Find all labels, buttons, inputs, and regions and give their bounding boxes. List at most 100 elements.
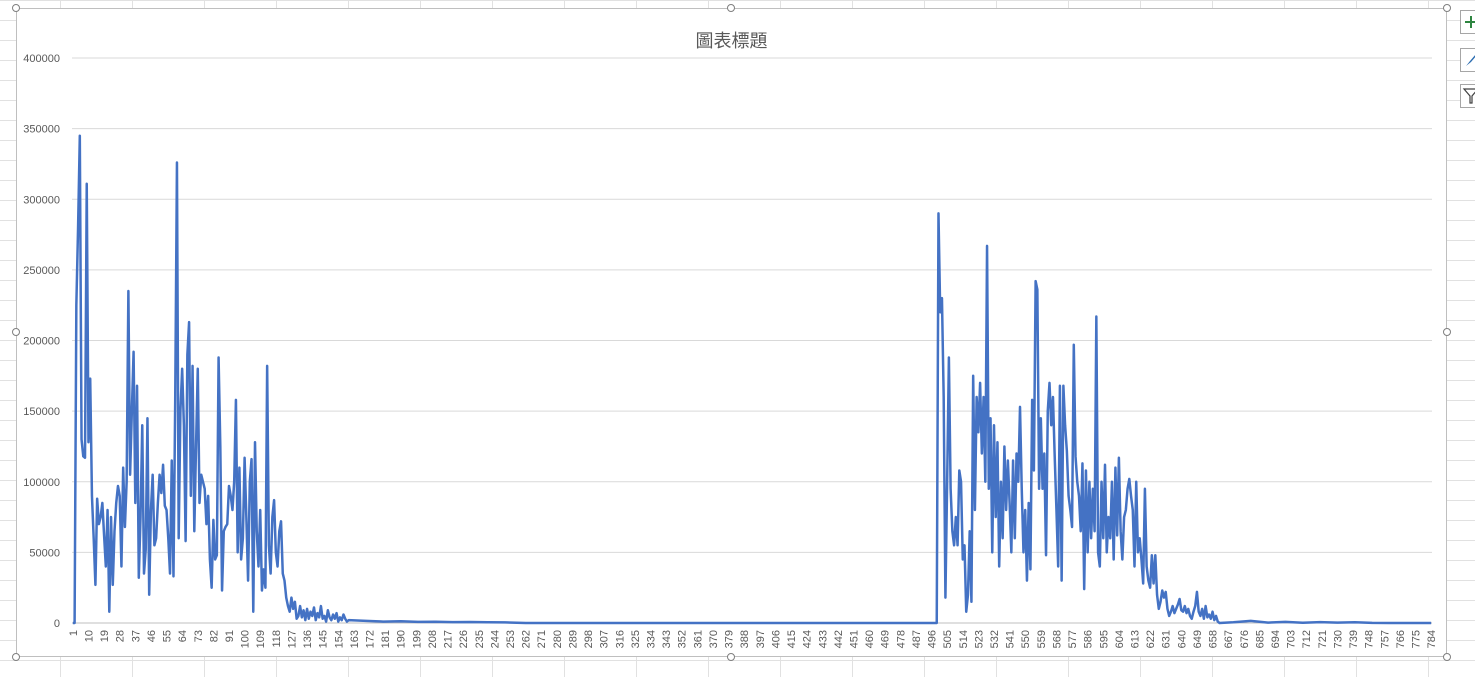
x-tick-label: 577 — [1067, 630, 1079, 648]
resize-handle-middle-right[interactable] — [1443, 328, 1451, 336]
resize-handle-bottom-left[interactable] — [12, 653, 20, 661]
resize-handle-bottom-right[interactable] — [1443, 653, 1451, 661]
x-tick-label: 82 — [208, 630, 220, 642]
x-tick-label: 46 — [146, 630, 158, 642]
x-tick-label: 622 — [1145, 630, 1157, 648]
x-tick-label: 406 — [770, 630, 782, 648]
x-tick-label: 334 — [646, 630, 658, 648]
x-tick-label: 766 — [1395, 630, 1407, 648]
chart-elements-button[interactable] — [1460, 10, 1475, 34]
x-tick-label: 514 — [958, 630, 970, 648]
x-tick-label: 559 — [1036, 630, 1048, 648]
resize-handle-top-center[interactable] — [727, 4, 735, 12]
x-tick-label: 37 — [130, 630, 142, 642]
x-tick-label: 685 — [1254, 630, 1266, 648]
x-tick-label: 136 — [302, 630, 314, 648]
x-tick-label: 397 — [755, 630, 767, 648]
x-tick-label: 190 — [396, 630, 408, 648]
resize-handle-top-left[interactable] — [12, 4, 20, 12]
x-tick-label: 352 — [677, 630, 689, 648]
x-tick-label: 217 — [443, 630, 455, 648]
x-tick-label: 271 — [536, 630, 548, 648]
x-tick-label: 298 — [583, 630, 595, 648]
x-tick-label: 73 — [193, 630, 205, 642]
x-tick-label: 154 — [333, 630, 345, 648]
x-tick-label: 91 — [224, 630, 236, 642]
x-tick-label: 343 — [661, 630, 673, 648]
x-tick-label: 379 — [724, 630, 736, 648]
x-tick-label: 253 — [505, 630, 517, 648]
x-tick-label: 145 — [318, 630, 330, 648]
y-tick-label: 400000 — [23, 53, 60, 65]
x-tick-label: 586 — [1083, 630, 1095, 648]
x-tick-label: 667 — [1223, 630, 1235, 648]
x-tick-label: 748 — [1364, 630, 1376, 648]
chart-filters-icon — [1462, 88, 1475, 104]
x-tick-label: 721 — [1317, 630, 1329, 648]
x-tick-label: 739 — [1348, 630, 1360, 648]
x-tick-label: 199 — [411, 630, 423, 648]
x-tick-label: 550 — [1020, 630, 1032, 648]
x-tick-label: 424 — [802, 630, 814, 648]
x-tick-label: 640 — [1176, 630, 1188, 648]
y-tick-label: 250000 — [23, 265, 60, 277]
x-tick-label: 496 — [927, 630, 939, 648]
x-tick-label: 289 — [567, 630, 579, 648]
series-line[interactable] — [72, 134, 1432, 625]
y-tick-label: 50000 — [29, 547, 60, 559]
chart-elements-icon — [1465, 16, 1475, 28]
x-tick-label: 703 — [1286, 630, 1298, 648]
x-tick-label: 442 — [833, 630, 845, 648]
y-tick-label: 150000 — [23, 406, 60, 418]
x-tick-label: 523 — [973, 630, 985, 648]
x-tick-label: 775 — [1411, 630, 1423, 648]
resize-handle-top-right[interactable] — [1443, 4, 1451, 12]
x-tick-label: 388 — [739, 630, 751, 648]
x-tick-label: 757 — [1379, 630, 1391, 648]
x-tick-label: 451 — [848, 630, 860, 648]
x-tick-label: 361 — [692, 630, 704, 648]
x-tick-label: 469 — [880, 630, 892, 648]
y-tick-label: 200000 — [23, 336, 60, 348]
chart-title[interactable]: 圖表標題 — [695, 31, 768, 52]
x-tick-label: 649 — [1192, 630, 1204, 648]
x-tick-label: 694 — [1270, 630, 1282, 648]
x-tick-label: 19 — [99, 630, 111, 642]
x-tick-label: 109 — [255, 630, 267, 648]
x-tick-label: 415 — [786, 630, 798, 648]
x-tick-label: 163 — [349, 630, 361, 648]
resize-handle-middle-left[interactable] — [12, 328, 20, 336]
y-tick-label: 300000 — [23, 194, 60, 206]
x-tick-label: 208 — [427, 630, 439, 648]
x-tick-label: 325 — [630, 630, 642, 648]
x-tick-label: 478 — [895, 630, 907, 648]
x-tick-label: 613 — [1130, 630, 1142, 648]
x-tick-label: 532 — [989, 630, 1001, 648]
x-tick-label: 460 — [864, 630, 876, 648]
x-tick-label: 730 — [1332, 630, 1344, 648]
resize-handle-bottom-center[interactable] — [727, 653, 735, 661]
x-tick-label: 55 — [162, 630, 174, 642]
x-tick-label: 244 — [489, 630, 501, 648]
x-tick-label: 181 — [380, 630, 392, 648]
x-tick-label: 712 — [1301, 630, 1313, 648]
chart-styles-icon — [1466, 55, 1475, 66]
x-tick-label: 316 — [614, 630, 626, 648]
chart-styles-button[interactable] — [1460, 48, 1475, 72]
x-tick-label: 127 — [286, 630, 298, 648]
x-tick-label: 784 — [1426, 630, 1438, 648]
x-tick-label: 64 — [177, 630, 189, 642]
x-tick-label: 226 — [458, 630, 470, 648]
x-tick-label: 487 — [911, 630, 923, 648]
x-tick-label: 10 — [83, 630, 95, 642]
x-tick-label: 262 — [521, 630, 533, 648]
x-tick-label: 541 — [1005, 630, 1017, 648]
x-tick-label: 658 — [1208, 630, 1220, 648]
x-tick-label: 1 — [68, 630, 80, 636]
x-tick-label: 280 — [552, 630, 564, 648]
x-tick-label: 631 — [1161, 630, 1173, 648]
x-tick-label: 28 — [115, 630, 127, 642]
chart-filters-button[interactable] — [1460, 84, 1475, 108]
x-tick-label: 676 — [1239, 630, 1251, 648]
